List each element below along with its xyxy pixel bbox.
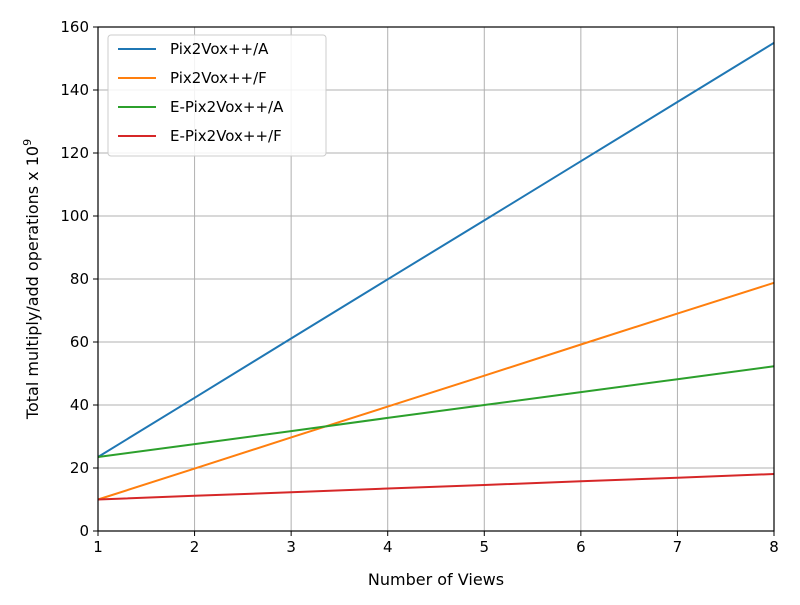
series-line-3 (97, 365, 775, 458)
x-axis: 1 2 3 4 5 6 7 8 (93, 531, 779, 556)
x-tick-label: 2 (190, 538, 200, 556)
series-line-4 (97, 473, 775, 501)
y-tick-label: 0 (79, 522, 89, 540)
y-tick-label: 100 (60, 207, 89, 225)
series-line-2 (97, 281, 775, 501)
x-tick-label: 7 (673, 538, 683, 556)
y-tick-label: 140 (60, 81, 89, 99)
x-tick-label: 6 (576, 538, 586, 556)
y-axis-label-exponent: 9 (21, 139, 34, 146)
legend: Pix2Vox++/A Pix2Vox++/F E-Pix2Vox++/A E-Pix… (107, 34, 327, 157)
y-axis: 0 20 40 60 80 100 120 140 160 (60, 18, 98, 540)
legend-label-2: Pix2Vox++/F (170, 69, 267, 87)
y-tick-label: 40 (70, 396, 89, 414)
y-tick-label: 80 (70, 270, 89, 288)
legend-label-4: E-Pix2Vox++/F (170, 127, 282, 145)
legend-label-3: E-Pix2Vox++/A (170, 98, 284, 116)
y-tick-label: 60 (70, 333, 89, 351)
series-lines (97, 41, 775, 501)
series-line-1 (97, 41, 775, 458)
x-tick-label: 4 (383, 538, 393, 556)
y-tick-label: 160 (60, 18, 89, 36)
x-axis-label: Number of Views (368, 570, 504, 589)
x-tick-label: 1 (93, 538, 103, 556)
legend-label-1: Pix2Vox++/A (170, 40, 269, 58)
x-tick-label: 5 (480, 538, 490, 556)
y-axis-label: Total multiply/add operations x 109 (21, 139, 42, 420)
x-tick-label: 8 (769, 538, 779, 556)
y-tick-label: 20 (70, 459, 89, 477)
legend-box (107, 34, 327, 157)
x-tick-label: 3 (286, 538, 296, 556)
y-tick-label: 120 (60, 144, 89, 162)
